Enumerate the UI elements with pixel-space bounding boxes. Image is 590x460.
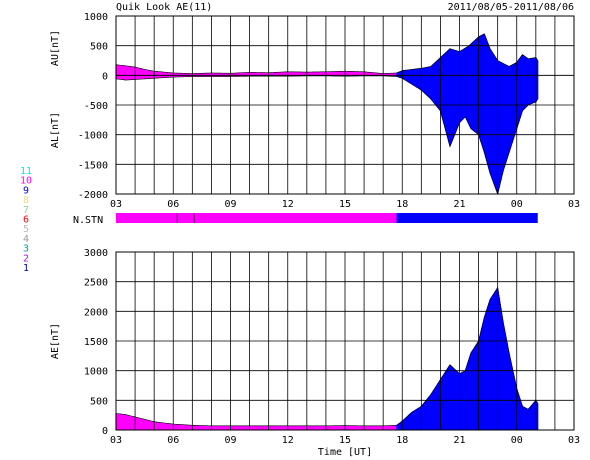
time-axis-label: Time [UT] xyxy=(318,447,372,458)
au-series-line xyxy=(115,33,538,74)
x-tick-label: 18 xyxy=(396,435,408,446)
station-legend-entry: 6 xyxy=(23,215,29,226)
station-legend-entry: 7 xyxy=(23,205,29,216)
y-tick-label: -1500 xyxy=(78,160,108,171)
au-al-grid xyxy=(116,16,574,194)
x-tick-label: 00 xyxy=(511,435,523,446)
station-legend-entry: 10 xyxy=(20,176,32,187)
x-tick-label: 03 xyxy=(568,435,580,446)
au-al-panel: 1000 500 0 -500 -1000 -1500 -2000 03 06 09 12 15 18… xyxy=(50,12,580,210)
x-tick-label: 18 xyxy=(396,199,408,210)
ae-frame xyxy=(115,251,575,431)
al-axis-label: AL[nT] xyxy=(50,112,61,148)
nstn-label: N.STN xyxy=(73,215,103,226)
au-al-frame xyxy=(115,15,575,195)
station-legend-entry: 3 xyxy=(23,244,29,255)
x-tick-label: 21 xyxy=(453,199,465,210)
date-range: 2011/08/05-2011/08/06 xyxy=(448,2,574,13)
x-tick-label: 00 xyxy=(511,199,523,210)
y-tick-label: 500 xyxy=(90,42,108,53)
x-tick-label: 12 xyxy=(282,435,294,446)
station-legend-entry: 5 xyxy=(23,224,29,235)
y-tick-label: 1000 xyxy=(84,367,108,378)
x-tick-label: 15 xyxy=(339,435,351,446)
station-legend-entry: 8 xyxy=(23,195,29,206)
au-axis-label: AU[nT] xyxy=(50,30,61,66)
y-tick-label: -2000 xyxy=(78,190,108,201)
y-tick-label: 1000 xyxy=(84,12,108,23)
plot-title: Quik Look AE(11) xyxy=(116,2,212,13)
y-tick-label: 3000 xyxy=(84,248,108,259)
au-al-x-ticks: 03 06 09 12 15 18 21 00 03 xyxy=(110,199,580,210)
x-tick-label: 09 xyxy=(224,199,236,210)
al-series-line xyxy=(115,75,538,196)
x-tick-label: 03 xyxy=(110,435,122,446)
y-tick-label: 500 xyxy=(90,396,108,407)
x-tick-label: 03 xyxy=(110,199,122,210)
x-tick-label: 15 xyxy=(339,199,351,210)
nstn-segments xyxy=(116,213,538,223)
station-count-bar: N.STN xyxy=(73,213,538,226)
station-legend-entry: 4 xyxy=(23,234,29,245)
y-tick-label: 2500 xyxy=(84,278,108,289)
y-tick-label: -1000 xyxy=(78,131,108,142)
ae-y-ticks: 3000 2500 2000 1500 1000 500 0 xyxy=(84,248,108,437)
x-tick-label: 06 xyxy=(167,199,179,210)
x-tick-label: 03 xyxy=(568,199,580,210)
ae-x-ticks: 03 06 09 12 15 18 21 00 03 xyxy=(110,435,580,446)
station-legend-entry: 9 xyxy=(23,185,29,196)
x-tick-label: 12 xyxy=(282,199,294,210)
y-tick-label: 2000 xyxy=(84,307,108,318)
y-tick-label: 0 xyxy=(102,426,108,437)
station-legend-entry: 11 xyxy=(20,166,32,177)
y-tick-label: -500 xyxy=(84,101,108,112)
station-legend-entry: 2 xyxy=(23,253,29,264)
nstn-segment xyxy=(116,213,397,223)
ae-grid xyxy=(116,252,574,430)
x-tick-label: 06 xyxy=(167,435,179,446)
ae-axis-label: AE[nT] xyxy=(50,323,61,359)
station-legend-entry: 1 xyxy=(23,263,29,274)
x-tick-label: 21 xyxy=(453,435,465,446)
ae-series-line xyxy=(115,286,538,427)
y-tick-label: 1500 xyxy=(84,337,108,348)
y-tick-label: 0 xyxy=(102,71,108,82)
au-al-y-ticks: 1000 500 0 -500 -1000 -1500 -2000 xyxy=(78,12,108,201)
x-tick-label: 09 xyxy=(224,435,236,446)
nstn-segment xyxy=(396,213,538,223)
